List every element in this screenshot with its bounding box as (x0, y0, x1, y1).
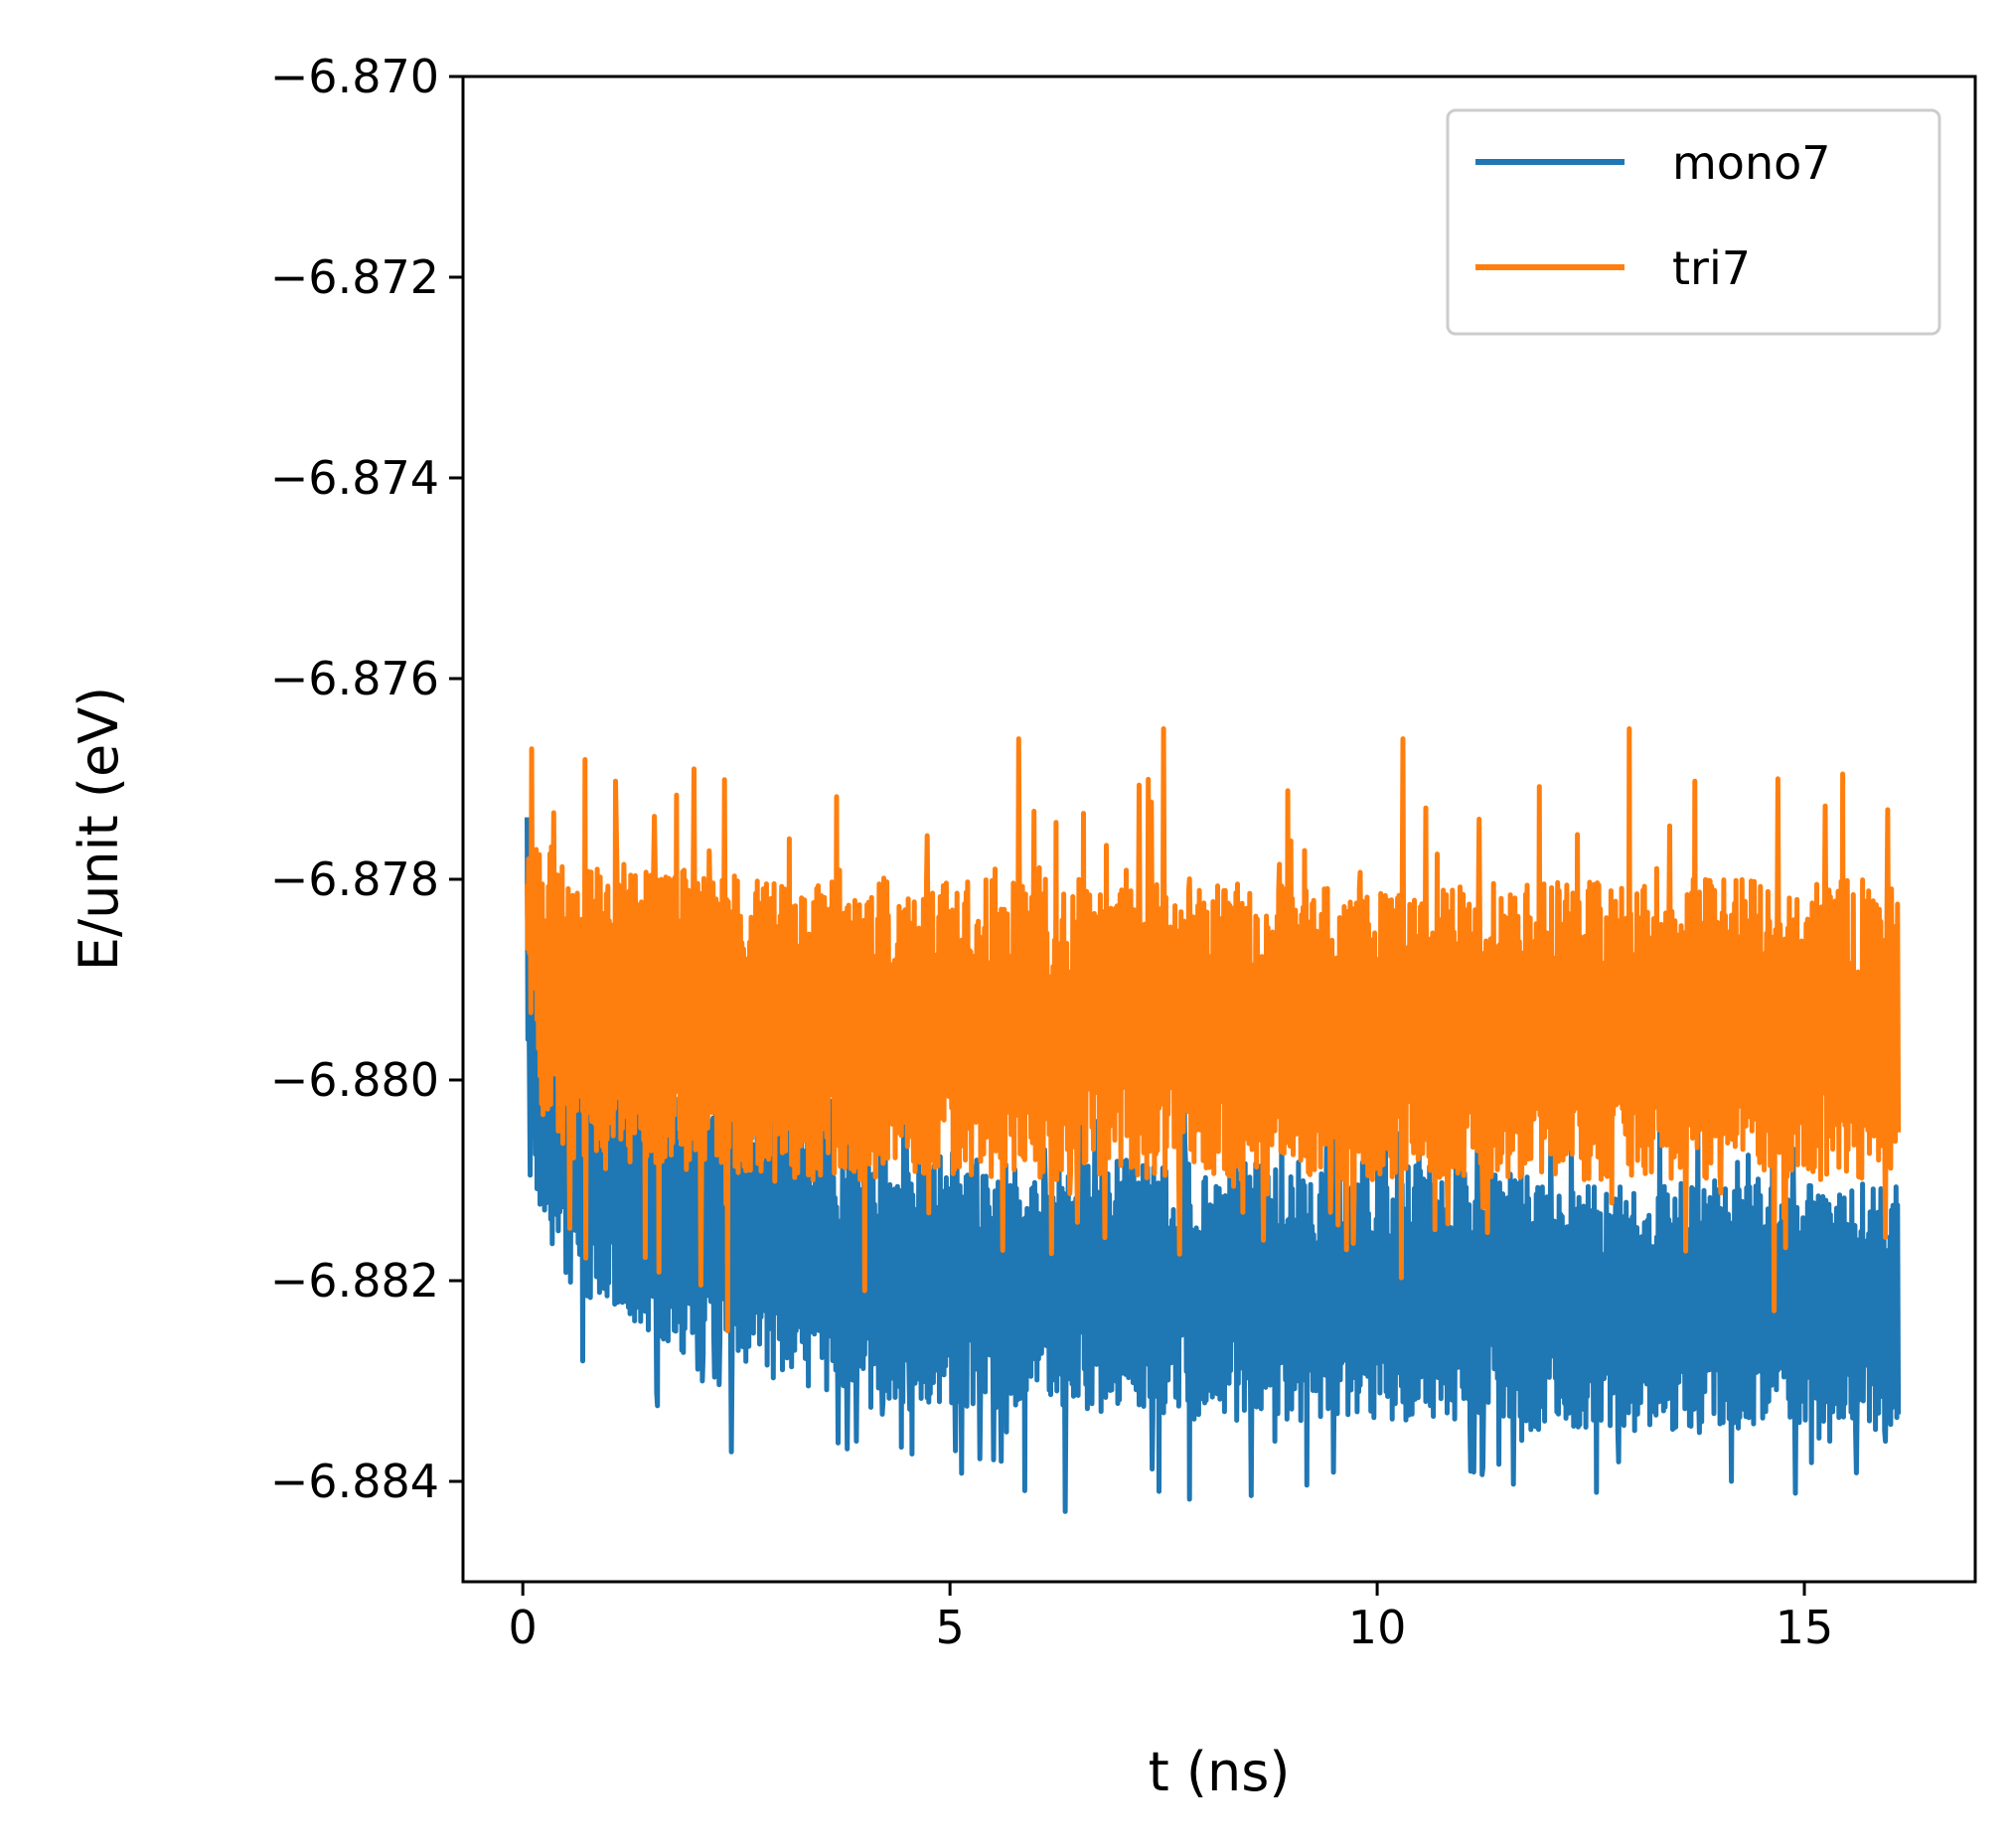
x-tick-label: 15 (1776, 1601, 1834, 1654)
legend-label-tri7: tri7 (1672, 241, 1751, 295)
y-tick-label: −6.878 (270, 852, 439, 906)
x-axis: 0 5 10 15 (509, 1582, 1834, 1654)
x-tick-label: 0 (509, 1601, 538, 1654)
series-layer (525, 726, 1902, 1514)
y-tick-label: −6.870 (270, 50, 439, 103)
legend-box (1446, 108, 1941, 336)
series-line-mono7 (525, 817, 1902, 1514)
legend-label-mono7: mono7 (1672, 136, 1831, 190)
y-tick-label: −6.882 (270, 1254, 439, 1308)
x-tick-label: 10 (1348, 1601, 1407, 1654)
x-tick-label: 5 (935, 1601, 964, 1654)
y-tick-label: −6.880 (270, 1053, 439, 1107)
y-tick-label: −6.884 (270, 1455, 439, 1508)
y-axis: −6.870 −6.872 −6.874 −6.876 −6.878 −6.880 −6.8… (270, 50, 463, 1508)
legend: mono7 tri7 (1446, 108, 1941, 336)
series-line-tri7 (525, 726, 1902, 1333)
y-tick-label: −6.874 (270, 451, 439, 505)
x-axis-label: t (ns) (1149, 1741, 1291, 1803)
y-axis-label: E/unit (eV) (68, 687, 130, 971)
plot-area-frame (461, 75, 1977, 1584)
y-tick-label: −6.876 (270, 652, 439, 705)
y-tick-label: −6.872 (270, 250, 439, 304)
